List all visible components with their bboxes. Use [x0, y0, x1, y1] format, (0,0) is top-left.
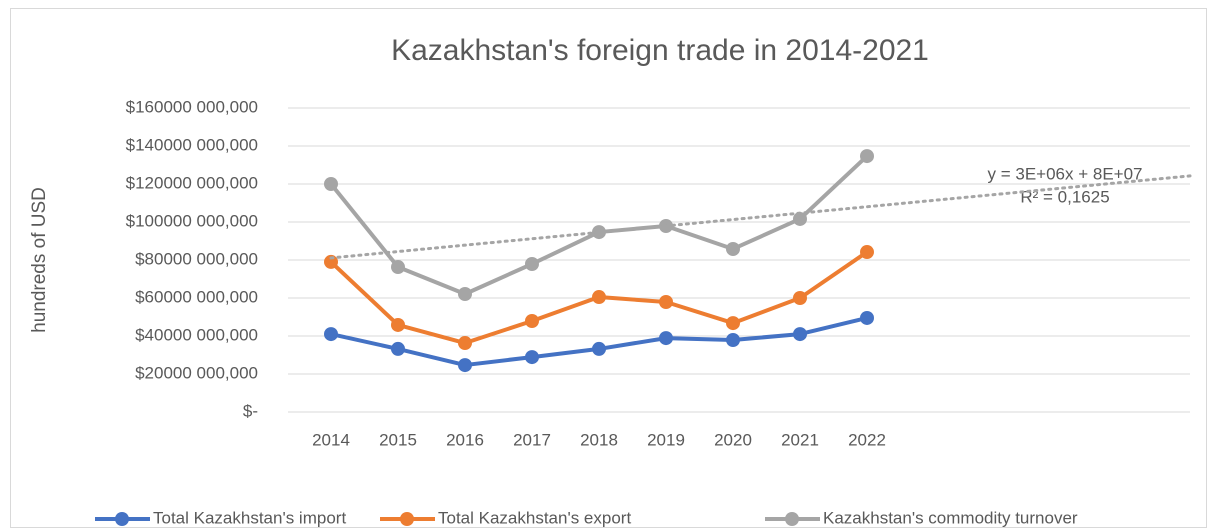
trendline-equation: y = 3E+06x + 8E+07 — [987, 164, 1142, 183]
legend-marker — [115, 512, 129, 526]
data-point — [793, 211, 807, 226]
y-tick-label: $160000 000,000 — [126, 97, 258, 116]
x-tick-label: 2020 — [714, 430, 752, 449]
y-tick-label: $- — [243, 401, 258, 420]
data-point — [793, 327, 807, 342]
x-tick-label: 2016 — [446, 430, 484, 449]
data-point — [860, 149, 874, 164]
x-tick-label: 2022 — [848, 430, 886, 449]
legend-label: Total Kazakhstan's import — [153, 508, 346, 527]
data-point — [391, 260, 405, 275]
data-point — [324, 327, 338, 342]
data-point — [458, 287, 472, 302]
data-point — [592, 290, 606, 305]
data-point — [391, 341, 405, 356]
data-point — [726, 332, 740, 347]
x-tick-label: 2015 — [379, 430, 417, 449]
data-point — [592, 341, 606, 356]
y-tick-label: $140000 000,000 — [126, 135, 258, 154]
data-point — [458, 336, 472, 351]
x-tick-label: 2021 — [781, 430, 819, 449]
data-point — [324, 254, 338, 269]
data-point — [726, 316, 740, 331]
data-point — [860, 310, 874, 325]
data-point — [324, 177, 338, 191]
chart-frame — [10, 8, 1207, 528]
data-point — [726, 241, 740, 256]
y-tick-label: $20000 000,000 — [135, 363, 258, 382]
legend-marker — [400, 512, 414, 526]
y-tick-label: $80000 000,000 — [135, 249, 258, 268]
data-point — [659, 294, 673, 309]
x-tick-label: 2019 — [647, 430, 685, 449]
chart-title: Kazakhstan's foreign trade in 2014-2021 — [391, 34, 929, 67]
data-point — [525, 256, 539, 271]
data-point — [525, 313, 539, 328]
data-point — [860, 245, 874, 260]
y-tick-label: $100000 000,000 — [126, 211, 258, 230]
x-tick-label: 2018 — [580, 430, 618, 449]
y-tick-label: $60000 000,000 — [135, 287, 258, 306]
data-point — [391, 317, 405, 332]
x-tick-label: 2014 — [312, 430, 350, 449]
data-point — [458, 358, 472, 373]
y-tick-label: $40000 000,000 — [135, 325, 258, 344]
y-axis-label: hundreds of USD — [29, 187, 50, 333]
y-tick-label: $120000 000,000 — [126, 173, 258, 192]
data-point — [659, 331, 673, 346]
legend-label: Total Kazakhstan's export — [438, 508, 631, 527]
data-point — [793, 291, 807, 305]
legend-marker — [785, 512, 799, 526]
data-point — [525, 350, 539, 365]
trendline-r-squared: R² = 0,1625 — [1020, 187, 1109, 206]
legend-label: Kazakhstan's commodity turnover — [823, 508, 1078, 527]
x-tick-label: 2017 — [513, 430, 551, 449]
